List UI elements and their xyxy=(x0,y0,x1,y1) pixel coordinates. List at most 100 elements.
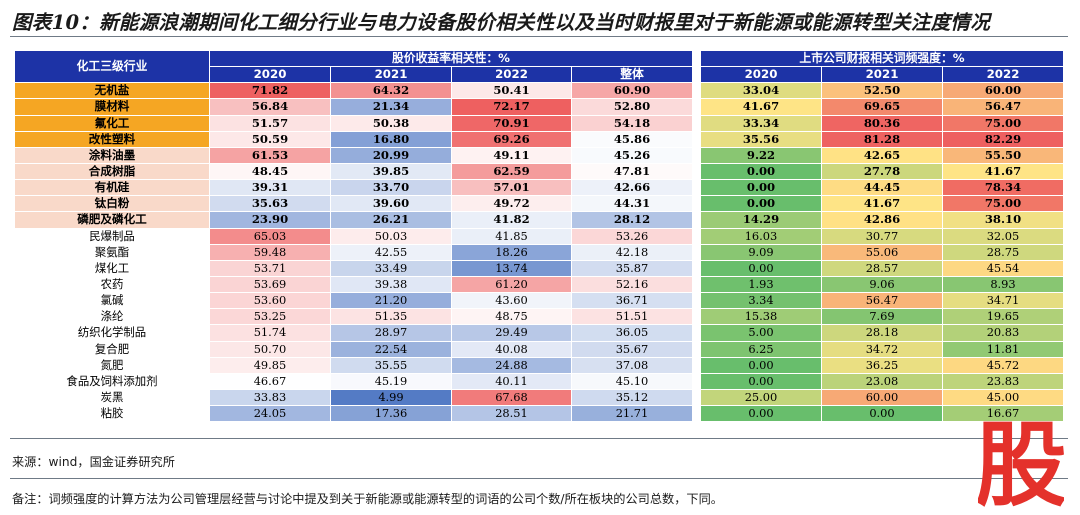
correlation-cell: 45.26 xyxy=(571,146,693,164)
industry-name-cell: 涤纶 xyxy=(14,308,210,326)
correlation-cell: 62.59 xyxy=(451,162,572,181)
correlation-cell: 40.11 xyxy=(451,372,572,390)
correlation-cell: 20.99 xyxy=(330,146,452,164)
correlation-cell: 50.03 xyxy=(330,227,452,245)
correlation-cell: 35.55 xyxy=(330,356,452,374)
table-row: 合成树脂 48.45 39.85 62.59 47.81 0.00 27.78 41.67 xyxy=(14,162,1064,181)
industry-name-cell: 复合肥 xyxy=(14,340,210,358)
correlation-cell: 50.70 xyxy=(209,340,331,358)
figure-title: 图表10：新能源浪潮期间化工细分行业与电力设备股价相关性以及当时财报里对于新能源… xyxy=(12,11,991,34)
correlation-cell: 59.48 xyxy=(209,243,331,261)
correlation-cell: 28.12 xyxy=(571,211,693,229)
correlation-cell: 16.80 xyxy=(330,130,452,148)
column-gap xyxy=(692,98,701,116)
footnote: 备注：词频强度的计算方法为公司管理层经营与讨论中提及到关于新能源或能源转型的词语… xyxy=(12,492,723,506)
column-gap xyxy=(692,228,701,245)
correlation-cell: 50.59 xyxy=(209,130,331,148)
correlation-cell: 21.20 xyxy=(330,292,452,310)
frequency-cell: 42.86 xyxy=(821,211,943,229)
table-row: 钛白粉 35.63 39.60 49.72 44.31 0.00 41.67 75.00 xyxy=(14,195,1064,213)
industry-name-cell: 有机硅 xyxy=(14,179,210,197)
table-row: 炭黑 33.83 4.99 67.68 35.12 25.00 60.00 45.00 xyxy=(14,388,1064,407)
frequency-cell: 0.00 xyxy=(700,356,822,374)
frequency-cell: 15.38 xyxy=(700,308,822,326)
frequency-cell: 23.83 xyxy=(942,372,1064,390)
frequency-cell: 27.78 xyxy=(821,162,943,181)
frequency-cell: 41.67 xyxy=(700,98,822,116)
source-note: 来源：wind，国金证券研究所 xyxy=(12,455,175,469)
correlation-cell: 37.08 xyxy=(571,356,693,374)
correlation-cell: 45.19 xyxy=(330,372,452,390)
table-row: 磷肥及磷化工 23.90 26.21 41.82 28.12 14.29 42.86 38.1… xyxy=(14,211,1064,229)
correlation-cell: 54.18 xyxy=(571,114,693,132)
frequency-cell: 35.56 xyxy=(700,130,822,148)
correlation-cell: 18.26 xyxy=(451,243,572,261)
correlation-cell: 39.85 xyxy=(330,162,452,181)
correlation-cell: 71.82 xyxy=(209,82,331,100)
table-row: 煤化工 53.71 33.49 13.74 35.87 0.00 28.57 45.54 xyxy=(14,259,1064,277)
correlation-cell: 17.36 xyxy=(330,405,452,423)
correlation-cell: 52.80 xyxy=(571,98,693,116)
correlation-cell: 53.71 xyxy=(209,259,331,277)
frequency-cell: 1.93 xyxy=(700,275,822,294)
table-row: 民爆制品 65.03 50.03 41.85 53.26 16.03 30.77 32.05 xyxy=(14,227,1064,245)
table-row: 氯碱 53.60 21.20 43.60 36.71 3.34 56.47 34.71 xyxy=(14,292,1064,310)
frequency-cell: 0.00 xyxy=(700,195,822,213)
table-row: 涂料油墨 61.53 20.99 49.11 45.26 9.22 42.65 55.50 xyxy=(14,146,1064,164)
industry-name-cell: 膜材料 xyxy=(14,98,210,116)
correlation-cell: 56.84 xyxy=(209,98,331,116)
frequency-cell: 60.00 xyxy=(821,388,943,407)
column-gap xyxy=(692,308,701,325)
correlation-cell: 21.71 xyxy=(571,405,693,423)
correlation-cell: 61.53 xyxy=(209,146,331,164)
frequency-cell: 28.57 xyxy=(821,259,943,277)
correlation-cell: 45.86 xyxy=(571,130,693,148)
frequency-cell: 32.05 xyxy=(942,227,1064,245)
correlation-cell: 24.88 xyxy=(451,356,572,374)
industry-name-cell: 农药 xyxy=(14,275,210,294)
frequency-cell: 38.10 xyxy=(942,211,1064,229)
correlation-cell: 50.41 xyxy=(451,82,572,100)
industry-name-cell: 合成树脂 xyxy=(14,162,210,181)
correlation-cell: 42.18 xyxy=(571,243,693,261)
correlation-cell: 69.26 xyxy=(451,130,572,148)
industry-name-cell: 涂料油墨 xyxy=(14,146,210,164)
correlation-cell: 47.81 xyxy=(571,162,693,181)
column-gap xyxy=(692,405,701,422)
table-row: 涤纶 53.25 51.35 48.75 51.51 15.38 7.69 19.65 xyxy=(14,308,1064,326)
correlation-col-header: 2021 xyxy=(330,66,452,84)
column-gap xyxy=(692,389,701,406)
correlation-cell: 42.55 xyxy=(330,243,452,261)
correlation-col-header: 2022 xyxy=(451,66,572,84)
frequency-cell: 30.77 xyxy=(821,227,943,245)
correlation-cell: 61.20 xyxy=(451,275,572,294)
correlation-cell: 51.57 xyxy=(209,114,331,132)
frequency-cell: 9.09 xyxy=(700,243,822,261)
frequency-cell: 20.83 xyxy=(942,324,1064,342)
industry-name-cell: 炭黑 xyxy=(14,388,210,407)
data-table: 化工三级行业 股价收益率相关性：% 上市公司财报相关词频强度：% 2020 20… xyxy=(14,49,1064,423)
frequency-cell: 45.72 xyxy=(942,356,1064,374)
frequency-cell: 78.34 xyxy=(942,179,1064,197)
table-row: 无机盐 71.82 64.32 50.41 60.90 33.04 52.50 60.00 xyxy=(14,82,1064,100)
industry-name-cell: 氮肥 xyxy=(14,356,210,374)
frequency-cell: 16.03 xyxy=(700,227,822,245)
column-gap xyxy=(692,82,701,99)
column-gap xyxy=(692,341,701,358)
table-row: 有机硅 39.31 33.70 57.01 42.66 0.00 44.45 78.34 xyxy=(14,179,1064,197)
table-row: 改性塑料 50.59 16.80 69.26 45.86 35.56 81.28 82.29 xyxy=(14,130,1064,148)
frequency-cell: 75.00 xyxy=(942,114,1064,132)
frequency-cell: 45.00 xyxy=(942,388,1064,407)
frequency-cell: 0.00 xyxy=(821,405,943,423)
column-gap xyxy=(692,357,701,374)
correlation-cell: 35.63 xyxy=(209,195,331,213)
industry-name-cell: 民爆制品 xyxy=(14,227,210,245)
correlation-cell: 53.60 xyxy=(209,292,331,310)
frequency-cell: 9.06 xyxy=(821,275,943,294)
frequency-cell: 55.50 xyxy=(942,146,1064,164)
correlation-cell: 52.16 xyxy=(571,275,693,294)
frequency-cell: 82.29 xyxy=(942,130,1064,148)
correlation-cell: 49.11 xyxy=(451,146,572,164)
correlation-cell: 35.87 xyxy=(571,259,693,277)
correlation-cell: 21.34 xyxy=(330,98,452,116)
